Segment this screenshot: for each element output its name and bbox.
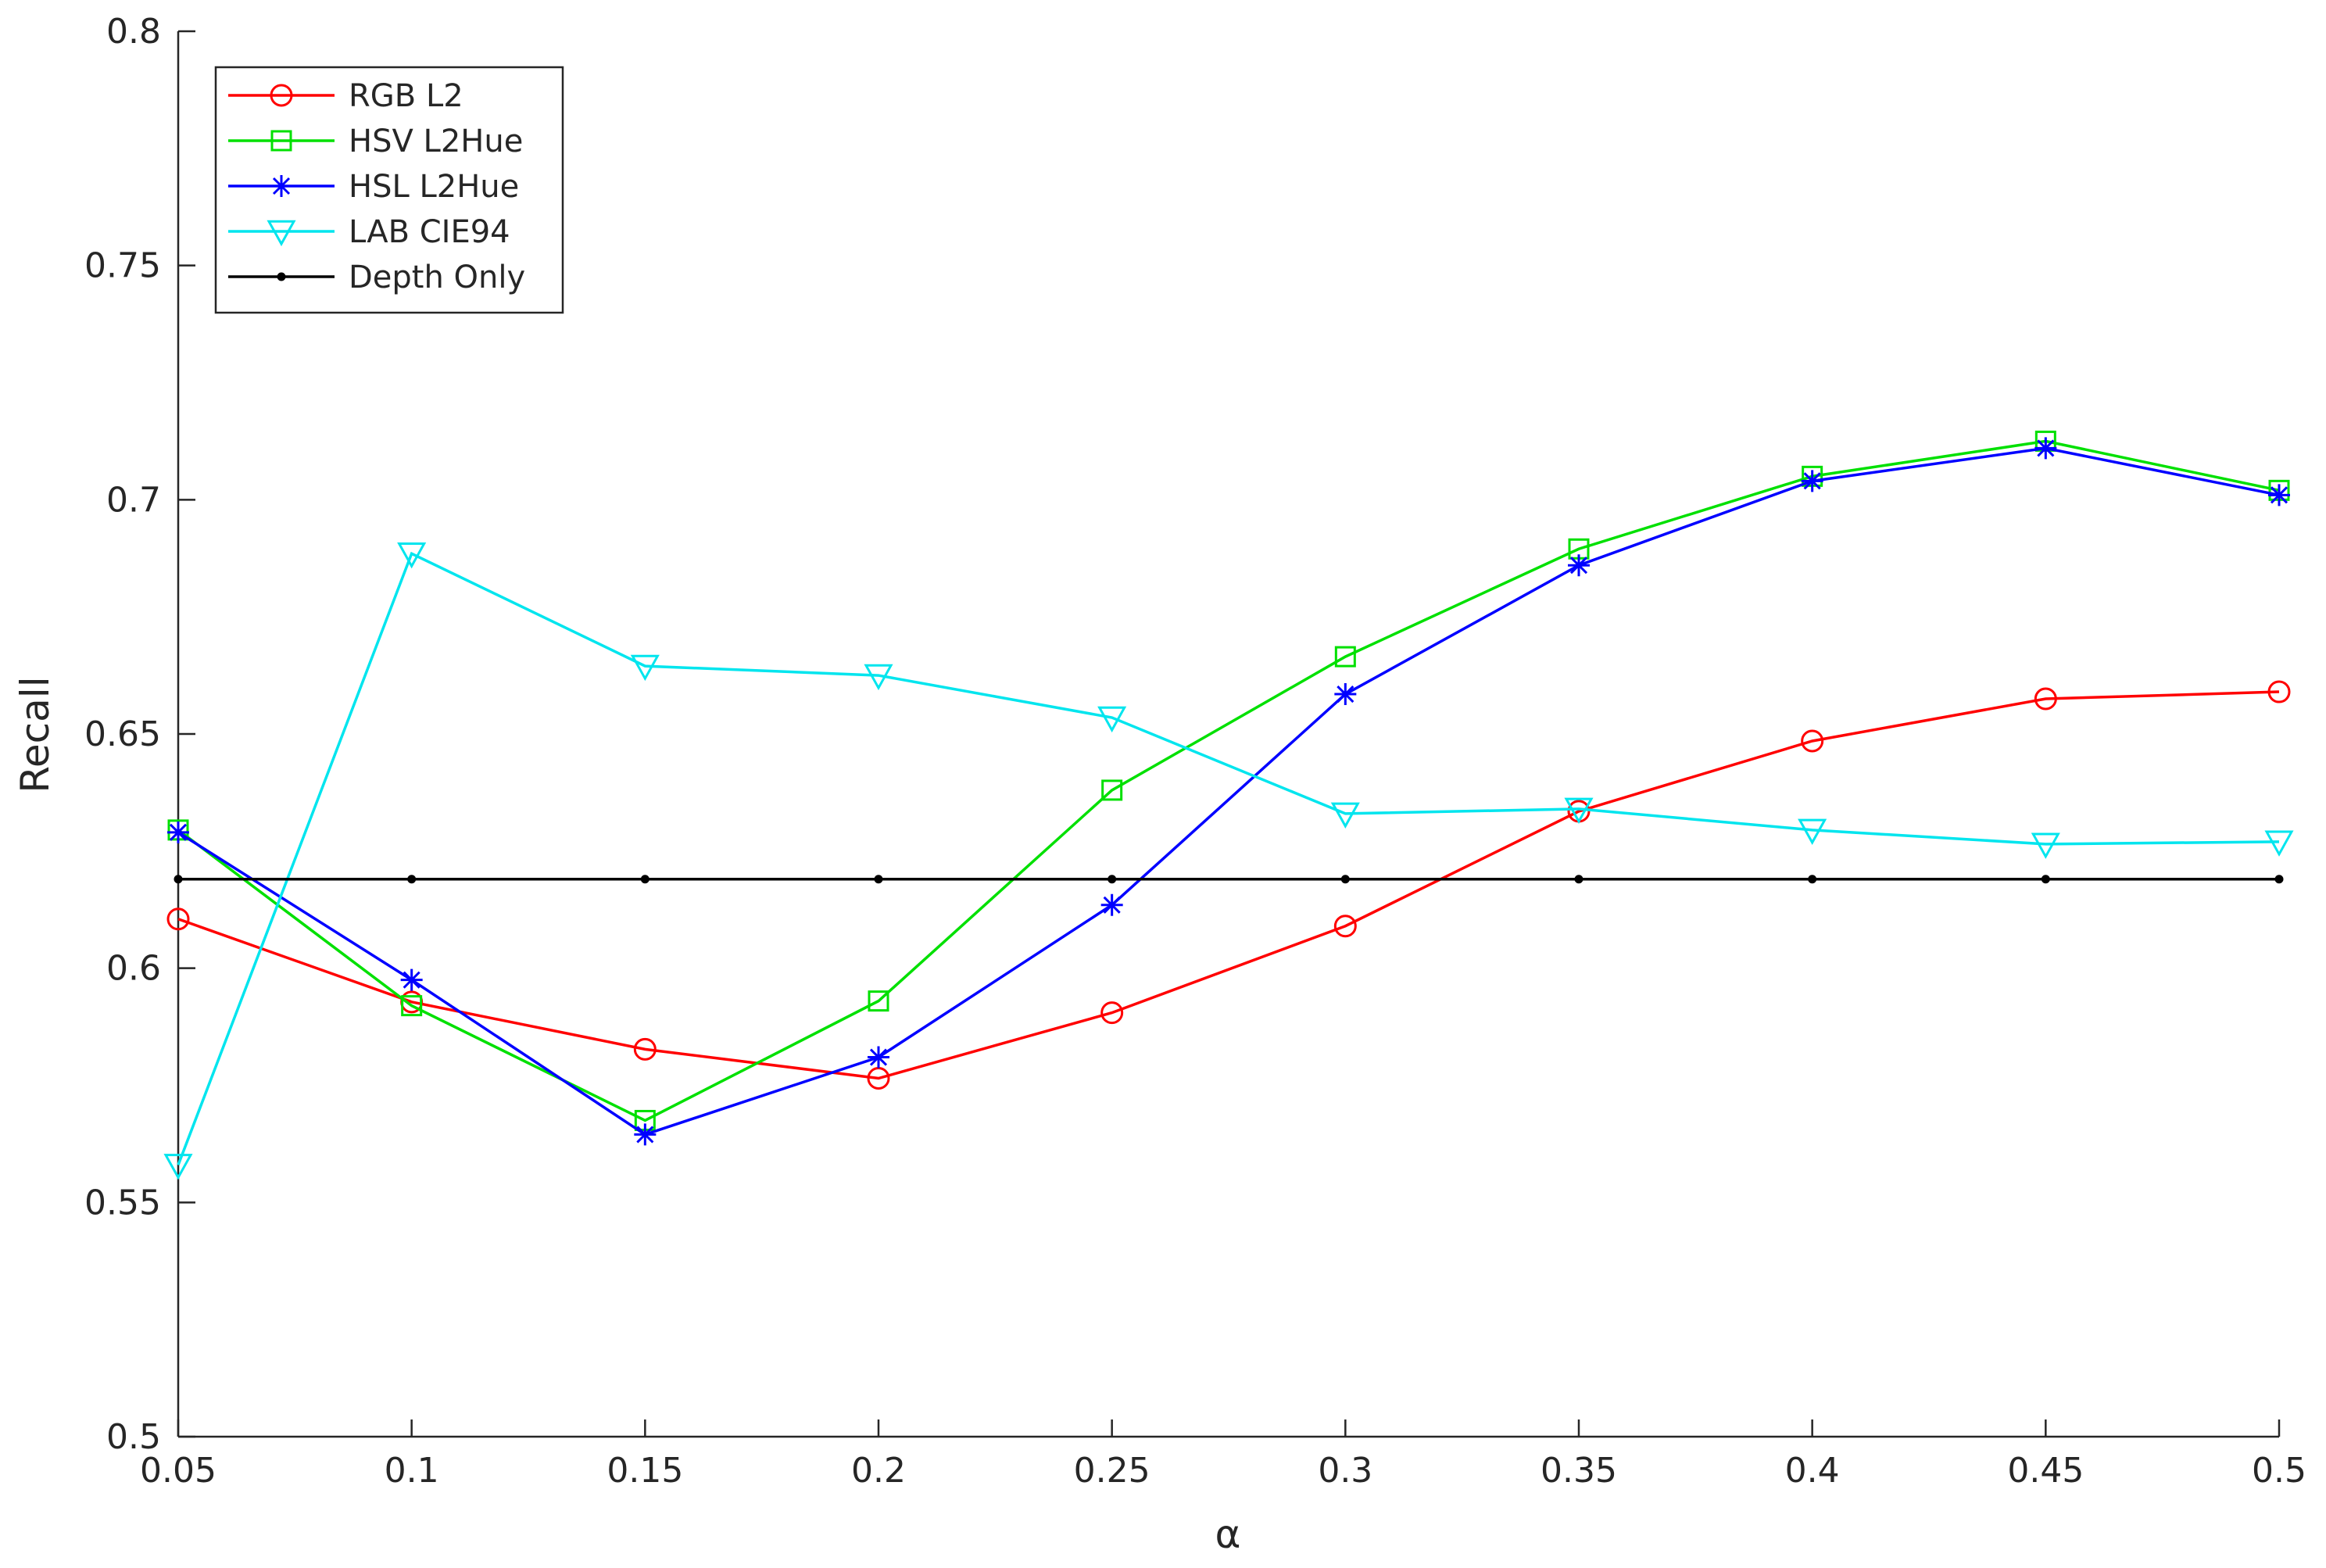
series-line-rgb-l2 bbox=[177, 690, 2280, 1080]
data-point-rgb-l2 bbox=[1333, 915, 1357, 938]
data-point-depth-only bbox=[1808, 875, 1817, 884]
legend-marker bbox=[277, 272, 286, 281]
legend-item-depth-only: Depth Only bbox=[228, 260, 525, 295]
legend-label: RGB L2 bbox=[349, 78, 463, 114]
x-tick-label: 0.5 bbox=[2252, 1451, 2306, 1491]
data-point-hsl-l2hue bbox=[2268, 484, 2290, 507]
data-point-lab-cie94 bbox=[864, 664, 893, 691]
data-point-lab-cie94 bbox=[2031, 832, 2060, 859]
data-point-hsl-l2hue bbox=[1334, 683, 1357, 706]
data-point-depth-only bbox=[407, 875, 417, 884]
series-rgb-l2 bbox=[166, 680, 2291, 1090]
data-point-rgb-l2 bbox=[166, 908, 190, 931]
data-point-hsv-l2hue bbox=[1101, 779, 1123, 801]
data-point-rgb-l2 bbox=[2267, 680, 2291, 703]
legend: RGB L2 HSV L2Hue HSL L2Hue LAB CIE94 Depth O… bbox=[214, 66, 564, 314]
legend-box bbox=[214, 66, 564, 314]
x-axis-ticks: 0.05 0.1 0.15 0.2 0.25 0.3 0.35 0.4 0.45 0.5 bbox=[140, 1419, 2306, 1491]
y-tick-label: 0.8 bbox=[106, 12, 161, 52]
data-point-hsl-l2hue bbox=[1801, 470, 1823, 492]
x-tick-label: 0.1 bbox=[385, 1451, 439, 1491]
series-hsv-l2hue bbox=[167, 430, 2290, 1131]
legend-label: Depth Only bbox=[349, 260, 525, 295]
legend-item-lab-cie94: LAB CIE94 bbox=[228, 214, 510, 250]
data-point-rgb-l2 bbox=[1100, 1001, 1124, 1025]
data-point-rgb-l2 bbox=[1801, 729, 1824, 753]
y-axis-label: Recall bbox=[13, 676, 58, 793]
legend-marker bbox=[270, 84, 293, 107]
data-point-hsl-l2hue bbox=[2034, 437, 2057, 460]
data-point-depth-only bbox=[1108, 875, 1117, 884]
y-tick-label: 0.65 bbox=[84, 714, 161, 754]
data-point-depth-only bbox=[174, 875, 183, 884]
data-point-hsl-l2hue bbox=[1100, 893, 1123, 916]
y-tick-label: 0.55 bbox=[84, 1183, 161, 1223]
data-point-hsv-l2hue bbox=[1334, 646, 1356, 668]
legend-item-rgb-l2: RGB L2 bbox=[228, 78, 463, 114]
legend-label: HSL L2Hue bbox=[349, 169, 519, 205]
data-point-hsv-l2hue bbox=[868, 990, 889, 1012]
data-point-hsl-l2hue bbox=[868, 1046, 889, 1069]
legend-label: LAB CIE94 bbox=[349, 214, 510, 250]
x-tick-label: 0.35 bbox=[1541, 1451, 1617, 1491]
data-point-depth-only bbox=[1574, 875, 1583, 884]
data-point-rgb-l2 bbox=[2034, 687, 2057, 711]
data-point-lab-cie94 bbox=[1330, 802, 1360, 829]
y-tick-label: 0.75 bbox=[84, 246, 161, 286]
x-tick-label: 0.15 bbox=[607, 1451, 683, 1491]
y-axis-ticks: 0.5 0.55 0.6 0.65 0.7 0.75 0.8 bbox=[84, 12, 195, 1457]
y-tick-label: 0.5 bbox=[106, 1417, 161, 1457]
data-point-lab-cie94 bbox=[1798, 818, 1827, 845]
x-tick-label: 0.05 bbox=[140, 1451, 216, 1491]
data-point-rgb-l2 bbox=[633, 1037, 657, 1061]
series-line-hsl-l2hue bbox=[177, 446, 2280, 1137]
legend-marker bbox=[267, 220, 296, 247]
x-tick-label: 0.3 bbox=[1318, 1451, 1372, 1491]
data-point-lab-cie94 bbox=[397, 542, 427, 569]
data-point-depth-only bbox=[2041, 875, 2050, 884]
legend-label: HSV L2Hue bbox=[349, 124, 523, 159]
y-tick-label: 0.7 bbox=[106, 480, 161, 520]
data-point-hsl-l2hue bbox=[167, 821, 189, 843]
data-point-depth-only bbox=[1340, 875, 1350, 884]
x-axis-label: α bbox=[1215, 1512, 1241, 1557]
data-point-hsl-l2hue bbox=[634, 1123, 657, 1146]
data-point-lab-cie94 bbox=[630, 654, 660, 682]
legend-marker bbox=[270, 130, 292, 152]
legend-marker bbox=[270, 175, 292, 197]
data-point-lab-cie94 bbox=[2264, 830, 2294, 857]
data-point-depth-only bbox=[874, 875, 883, 884]
y-tick-label: 0.6 bbox=[106, 949, 161, 989]
data-point-hsl-l2hue bbox=[1568, 554, 1590, 577]
x-tick-label: 0.2 bbox=[851, 1451, 906, 1491]
data-point-depth-only bbox=[640, 875, 649, 884]
x-tick-label: 0.45 bbox=[2007, 1451, 2084, 1491]
data-point-lab-cie94 bbox=[163, 1154, 193, 1180]
data-point-lab-cie94 bbox=[1564, 797, 1594, 824]
series-line-hsv-l2hue bbox=[177, 439, 2280, 1122]
legend-item-hsv-l2hue: HSV L2Hue bbox=[228, 124, 523, 159]
series-depth-only bbox=[174, 875, 2284, 884]
data-point-depth-only bbox=[2274, 875, 2284, 884]
data-point-hsl-l2hue bbox=[400, 968, 423, 991]
series-layer bbox=[163, 430, 2294, 1180]
legend-item-hsl-l2hue: HSL L2Hue bbox=[228, 169, 519, 205]
series-hsl-l2hue bbox=[167, 437, 2290, 1146]
series-line-lab-cie94 bbox=[177, 551, 2280, 1166]
x-tick-label: 0.25 bbox=[1074, 1451, 1150, 1491]
data-point-hsv-l2hue bbox=[401, 995, 423, 1017]
series-lab-cie94 bbox=[163, 542, 2294, 1180]
data-point-lab-cie94 bbox=[1097, 706, 1127, 733]
x-tick-label: 0.4 bbox=[1785, 1451, 1840, 1491]
